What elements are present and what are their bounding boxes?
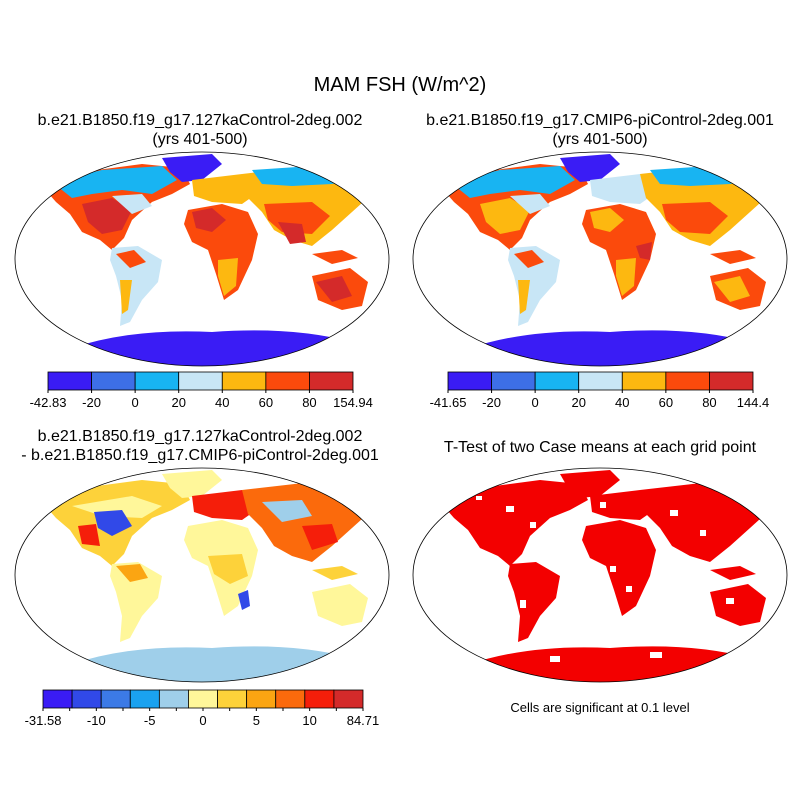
- colorbar-tick-label: -10: [87, 713, 106, 728]
- colorbar-swatch: [100, 689, 131, 709]
- colorbar-tick-label: -41.65: [430, 395, 467, 410]
- colorbar-swatch: [447, 371, 492, 391]
- colorbar-case1: -42.83 -20 0 20 40 60 80 154.94: [30, 371, 373, 410]
- colorbar-swatch: [178, 371, 223, 391]
- colorbar-swatch: [333, 689, 364, 709]
- panel-title-case2: b.e21.B1850.f19_g17.CMIP6-piControl-2deg…: [400, 111, 800, 149]
- insignificant-cells: [476, 496, 734, 662]
- colorbar-swatch: [621, 371, 667, 391]
- panel-title-line1: b.e21.B1850.f19_g17.CMIP6-piControl-2deg…: [426, 112, 774, 129]
- colorbar-tick-label: 20: [571, 395, 585, 410]
- colorbar-tick-label: 80: [702, 395, 716, 410]
- panel-title-ttest: T-Test of two Case means at each grid po…: [400, 438, 800, 457]
- colorbar-swatch: [134, 371, 180, 391]
- figure-title: MAM FSH (W/m^2): [313, 74, 487, 96]
- significance-note: Cells are significant at 0.1 level: [510, 700, 690, 715]
- colorbar-tick-label: -5: [144, 713, 156, 728]
- colorbar-tick-label: 5: [253, 713, 260, 728]
- colorbar-swatch: [246, 689, 277, 709]
- colorbar-swatch: [158, 689, 189, 709]
- panel-title-case1: b.e21.B1850.f19_g17.127kaControl-2deg.00…: [0, 111, 400, 149]
- map-diff: [14, 467, 390, 683]
- colorbar-swatch: [491, 371, 536, 391]
- colorbar-tick-label: 10: [302, 713, 316, 728]
- colorbar-swatch: [709, 371, 754, 391]
- map-border: [14, 151, 390, 367]
- map-case2: [412, 151, 788, 367]
- panel-title-line2: (yrs 401-500): [552, 131, 648, 148]
- colorbar-swatch: [665, 371, 710, 391]
- panel-title-diff: b.e21.B1850.f19_g17.127kaControl-2deg.00…: [0, 427, 400, 465]
- colorbar-swatch: [578, 371, 623, 391]
- colorbar-tick-label: 40: [615, 395, 629, 410]
- colorbar-diff: -31.58 -10 -5 0 5 10 84.71: [25, 689, 379, 728]
- colorbar-swatch: [188, 689, 218, 709]
- colorbar-tick-label: -42.83: [30, 395, 67, 410]
- colorbar-swatch: [304, 689, 335, 709]
- colorbar-tick-label: 0: [199, 713, 206, 728]
- panel-title-line1: b.e21.B1850.f19_g17.127kaControl-2deg.00…: [37, 112, 363, 129]
- colorbar-swatch: [309, 371, 354, 391]
- colorbar-swatch: [47, 371, 92, 391]
- map-border: [412, 467, 788, 683]
- colorbar-tick-label: 144.4: [737, 395, 770, 410]
- colorbar-tick-label: 0: [532, 395, 539, 410]
- panel-title-line2: - b.e21.B1850.f19_g17.CMIP6-piControl-2d…: [21, 447, 379, 464]
- colorbar-swatch: [534, 371, 580, 391]
- colorbar-tick-label: 80: [302, 395, 316, 410]
- colorbar-swatch: [221, 371, 267, 391]
- colorbar-swatch: [91, 371, 136, 391]
- colorbar-tick-label: 60: [659, 395, 673, 410]
- colorbar-case2: -41.65 -20 0 20 40 60 80 144.4: [430, 371, 769, 410]
- colorbar-swatch: [217, 689, 248, 709]
- colorbar-tick-label: 154.94: [333, 395, 373, 410]
- colorbar-swatch: [275, 689, 306, 709]
- map-ttest: [412, 467, 788, 683]
- colorbar-tick-label: -20: [482, 395, 501, 410]
- map-border: [412, 151, 788, 367]
- panel-title-line1: b.e21.B1850.f19_g17.127kaControl-2deg.00…: [37, 428, 363, 445]
- colorbar-tick-label: -31.58: [25, 713, 62, 728]
- colorbar-swatch: [71, 689, 102, 709]
- colorbar-tick-label: 20: [171, 395, 185, 410]
- panel-title-line1: T-Test of two Case means at each grid po…: [443, 439, 757, 456]
- colorbar-tick-label: 40: [215, 395, 229, 410]
- colorbar-swatch: [129, 689, 160, 709]
- colorbar-swatch: [265, 371, 310, 391]
- map-case1: [14, 151, 390, 367]
- colorbar-tick-label: 84.71: [347, 713, 380, 728]
- colorbar-tick-label: -20: [82, 395, 101, 410]
- colorbar-tick-label: 60: [259, 395, 273, 410]
- map-border: [14, 467, 390, 683]
- colorbar-swatch: [42, 689, 73, 709]
- panel-title-line2: (yrs 401-500): [152, 131, 248, 148]
- colorbar-tick-label: 0: [132, 395, 139, 410]
